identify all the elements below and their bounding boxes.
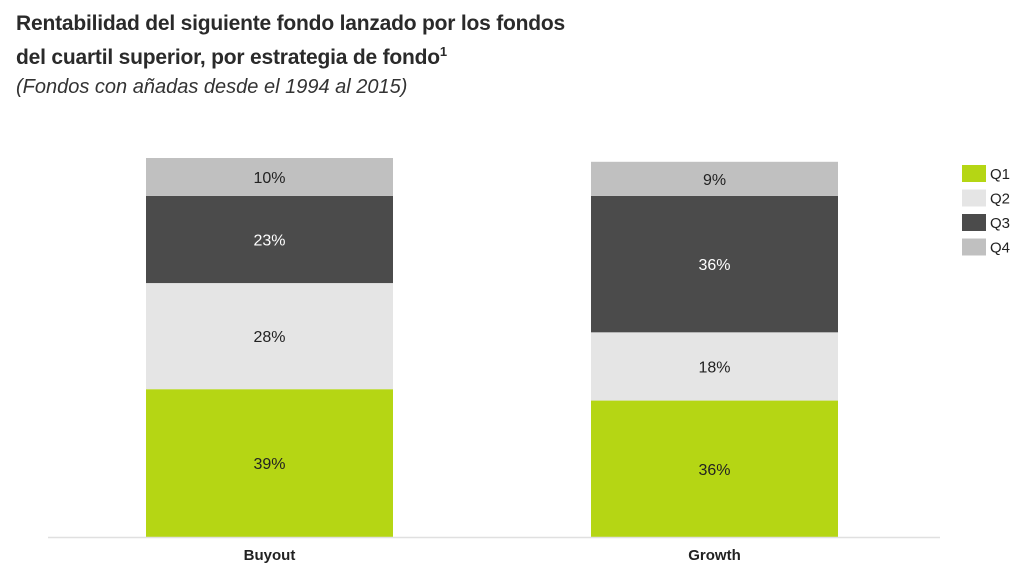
bar-growth-q3 [591,195,838,333]
bar-buyout-q1 [146,389,393,537]
data-label: 23% [253,232,285,249]
legend-swatch-q2 [962,189,986,207]
chart-title: Rentabilidad del siguiente fondo lanzado… [16,10,565,72]
bar-growth-q2 [591,332,838,401]
data-label: 9% [703,172,726,189]
data-label: 10% [253,170,285,187]
legend-swatch-q4 [962,238,986,256]
x-tick-label: Growth [688,547,741,564]
chart-subtitle: (Fondos con añadas desde el 1994 al 2015… [16,76,408,98]
bar-buyout-q2 [146,283,393,390]
legend-label: Q3 [990,215,1010,232]
data-label: 36% [698,257,730,274]
legend-swatch-q3 [962,214,986,231]
legend-label: Q1 [990,166,1010,183]
legend-swatch-q1 [962,165,986,182]
data-label: 28% [253,329,285,346]
bar-buyout-q3 [146,195,393,284]
bar-buyout-q4 [146,158,393,196]
chart-title-line2: del cuartil superior, por estrategia de … [16,46,440,69]
data-label: 36% [698,462,730,479]
title-footnote: 1 [439,44,447,59]
legend-label: Q4 [990,240,1010,257]
chart-title-line1: Rentabilidad del siguiente fondo lanzado… [16,12,566,35]
data-label: 39% [253,456,285,473]
chart-title-line2-wrap: del cuartil superior, por estrategia de … [16,38,565,72]
bar-growth-q1 [591,400,838,537]
data-label: 18% [698,359,730,376]
x-tick-label: Buyout [244,547,296,564]
bar-growth-q4 [591,161,838,196]
legend-label: Q2 [990,191,1010,208]
